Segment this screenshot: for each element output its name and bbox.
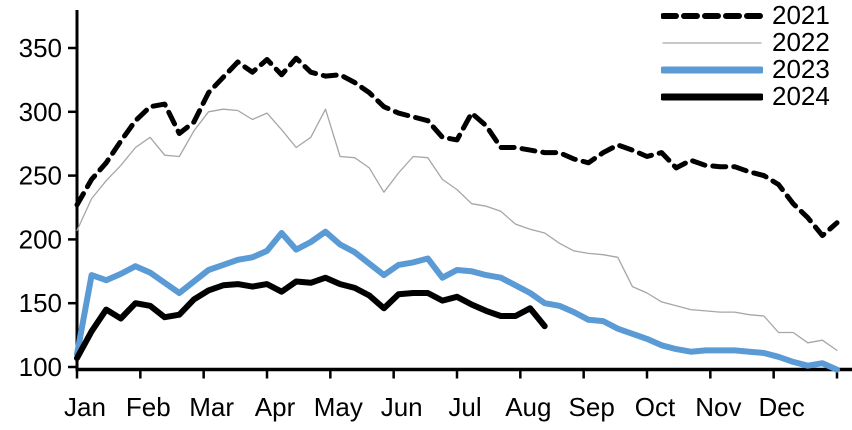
legend-label-2021: 2021 bbox=[772, 0, 830, 30]
x-tick-label: Nov bbox=[695, 392, 741, 422]
x-tick-label: Feb bbox=[126, 392, 171, 422]
legend-line-2022 bbox=[662, 41, 762, 44]
legend-label-2022: 2022 bbox=[772, 27, 830, 57]
x-tick-label: May bbox=[314, 392, 363, 422]
x-tick-label: Jun bbox=[381, 392, 423, 422]
series-line-2023 bbox=[74, 228, 840, 373]
y-tick-label: 350 bbox=[19, 33, 62, 63]
x-tick-label: Oct bbox=[635, 392, 676, 422]
legend-item-2024: 2024 bbox=[661, 83, 830, 110]
chart-legend: 2021 2022 2023 2024 bbox=[661, 2, 830, 110]
x-tick-label: Dec bbox=[759, 392, 805, 422]
y-tick-label: 300 bbox=[19, 97, 62, 127]
y-tick-label: 100 bbox=[19, 352, 62, 382]
legend-line-2024 bbox=[661, 93, 763, 100]
x-tick-label: Apr bbox=[255, 392, 296, 422]
y-tick-label: 250 bbox=[19, 161, 62, 191]
y-tick-label: 200 bbox=[19, 224, 62, 254]
x-tick-label: Jul bbox=[448, 392, 481, 422]
legend-item-2023: 2023 bbox=[661, 56, 830, 83]
x-tick-label: Sep bbox=[569, 392, 615, 422]
legend-item-2022: 2022 bbox=[661, 29, 830, 56]
series-line-2024 bbox=[74, 274, 548, 362]
y-tick-label: 150 bbox=[19, 288, 62, 318]
legend-label-2024: 2024 bbox=[772, 81, 830, 111]
x-tick-label: Jan bbox=[64, 392, 106, 422]
legend-line-2023 bbox=[661, 66, 763, 73]
legend-line-2021 bbox=[661, 12, 763, 19]
legend-label-2023: 2023 bbox=[772, 54, 830, 84]
series-line-2021 bbox=[74, 55, 840, 239]
legend-item-2021: 2021 bbox=[661, 2, 830, 29]
x-tick-label: Aug bbox=[505, 392, 551, 422]
series-line-2022 bbox=[76, 108, 838, 352]
x-tick-label: Mar bbox=[189, 392, 234, 422]
